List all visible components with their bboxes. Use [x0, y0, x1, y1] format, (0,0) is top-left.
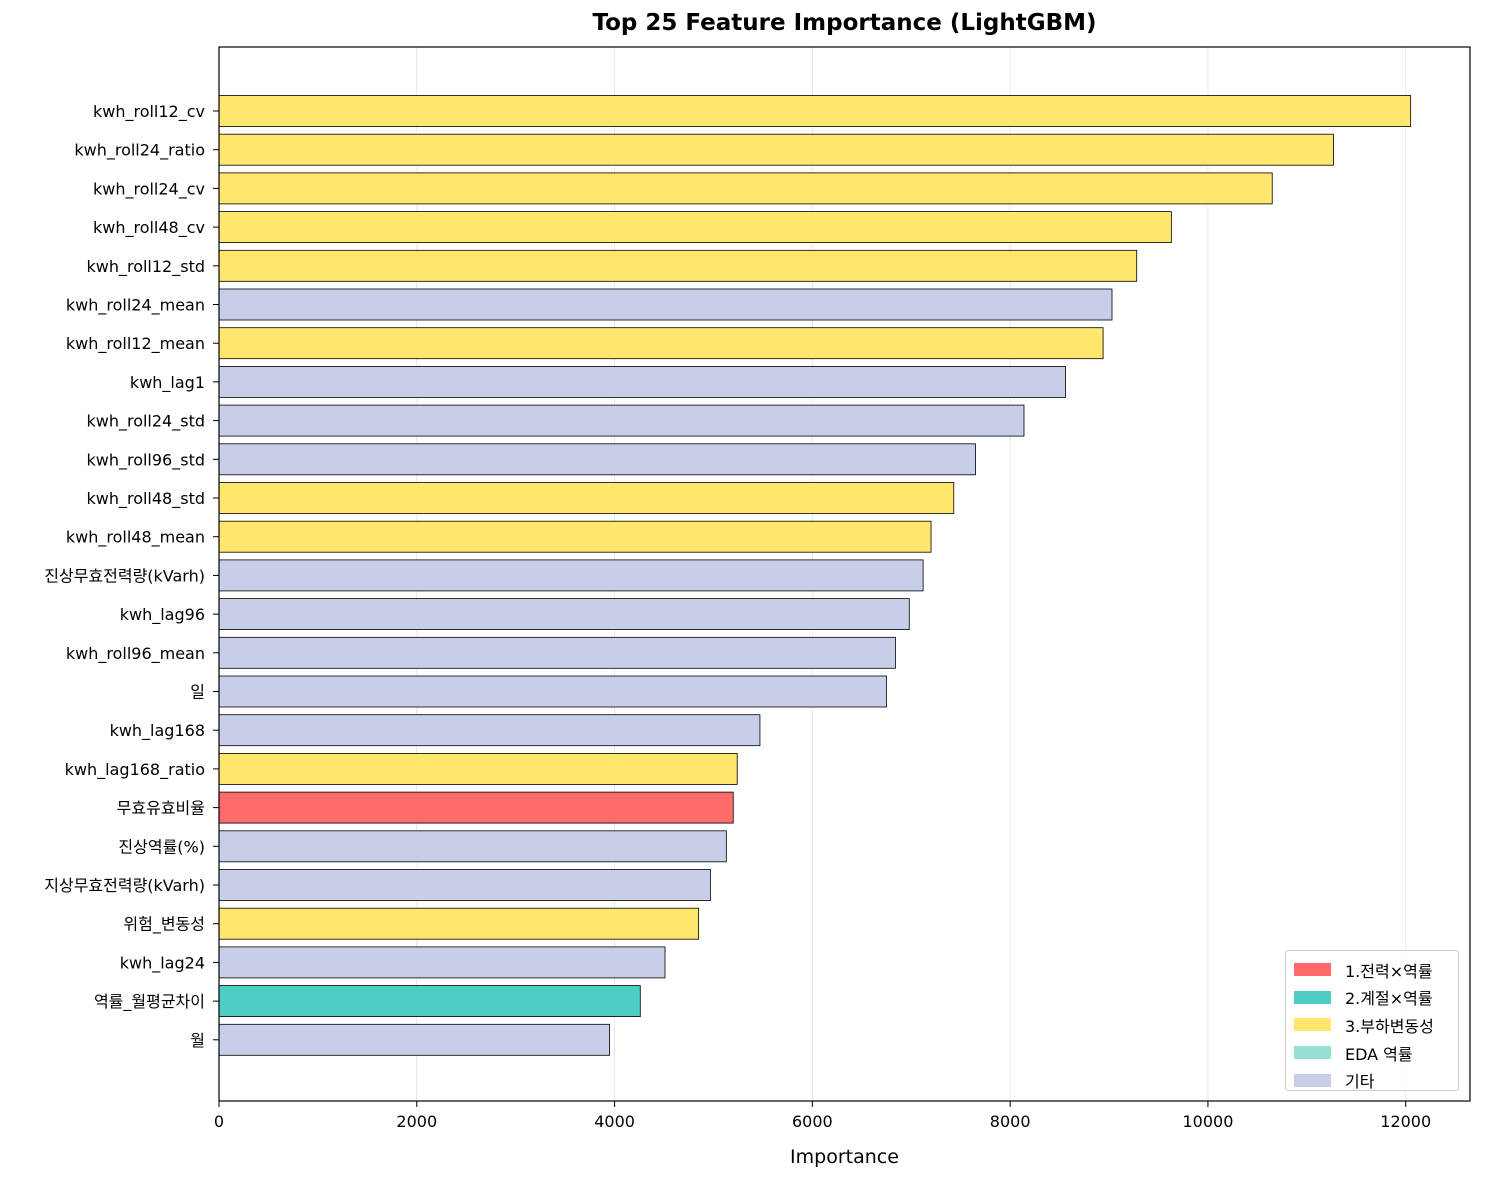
y-tick-label: 진상역률(%)	[118, 837, 205, 856]
y-tick-label: kwh_roll48_cv	[93, 218, 205, 238]
y-tick-label: kwh_roll96_std	[86, 450, 205, 470]
legend-item: 기타	[1294, 1066, 1458, 1094]
x-tick-label: 2000	[396, 1112, 437, 1131]
y-tick-label: 위험_변동성	[123, 915, 205, 935]
bar	[218, 791, 734, 824]
bar	[218, 443, 976, 476]
legend-label: 기타	[1345, 1072, 1375, 1092]
y-tick-label: kwh_lag1	[130, 373, 205, 393]
x-tick-label: 4000	[594, 1112, 635, 1131]
x-tick-label: 12000	[1380, 1112, 1431, 1131]
bar	[218, 365, 1066, 398]
bar	[218, 249, 1138, 282]
legend-swatch	[1294, 990, 1331, 1004]
y-tick-label: kwh_lag24	[120, 953, 205, 973]
legend-item: 1.전력×역률	[1294, 956, 1458, 984]
plot-frame	[218, 46, 1471, 1102]
bar	[218, 675, 887, 708]
y-tick-label: kwh_lag96	[120, 605, 205, 625]
bar	[218, 1023, 611, 1056]
legend-label: 3.부하변동성	[1345, 1016, 1434, 1036]
y-tick-label: 일	[190, 683, 205, 702]
y-tick-label: kwh_roll24_ratio	[74, 141, 205, 161]
legend-label: 2.계절×역률	[1345, 989, 1433, 1009]
legend-swatch	[1294, 1073, 1331, 1087]
bar	[218, 95, 1412, 127]
y-tick-label: kwh_lag168	[110, 721, 205, 741]
y-tick-label: kwh_roll12_cv	[93, 102, 205, 122]
bar	[218, 830, 727, 863]
x-ticks: 0 2000 4000 6000 8000 10000 12000	[214, 1101, 1431, 1131]
bar	[218, 211, 1172, 244]
x-tick-label: 6000	[792, 1112, 833, 1131]
y-tick-label: 지상무효전력량(kVarh)	[44, 876, 205, 895]
bar	[218, 520, 932, 553]
bars	[218, 95, 1412, 1056]
y-tick-label: 진상무효전력량(kVarh)	[44, 566, 205, 585]
legend-swatch	[1294, 1018, 1331, 1032]
legend-label: EDA 역률	[1345, 1044, 1413, 1064]
bar	[218, 714, 761, 747]
legend-swatch	[1294, 963, 1331, 977]
bar	[218, 753, 738, 785]
y-tick-label: kwh_roll96_mean	[66, 644, 205, 664]
y-tick-label: kwh_roll48_mean	[66, 528, 205, 548]
y-tick-label: kwh_roll24_cv	[93, 179, 205, 199]
bar	[218, 133, 1334, 166]
legend-item: 3.부하변동성	[1294, 1011, 1458, 1039]
bar	[218, 404, 1025, 437]
y-tick-label: kwh_roll48_std	[86, 489, 205, 509]
bar	[218, 985, 641, 1017]
y-tick-label: 무효유효비율	[117, 799, 205, 818]
legend-item: 2.계절×역률	[1294, 984, 1458, 1012]
x-tick-label: 10000	[1182, 1112, 1233, 1131]
legend-label: 1.전력×역률	[1345, 961, 1433, 981]
legend-swatch	[1294, 1046, 1331, 1060]
y-tick-label: kwh_roll24_std	[86, 412, 205, 432]
bar	[218, 559, 924, 592]
bar	[218, 907, 700, 940]
bar	[218, 172, 1273, 205]
bar	[218, 946, 666, 979]
bar	[218, 598, 910, 630]
y-tick-label: 역률_월평균차이	[94, 992, 205, 1012]
legend-item: EDA 역률	[1294, 1039, 1458, 1067]
bar	[218, 869, 711, 901]
y-tick-label: kwh_roll12_std	[86, 257, 205, 277]
bar	[218, 636, 896, 669]
chart-title: Top 25 Feature Importance (LightGBM)	[592, 10, 1097, 36]
x-axis-label: Importance	[790, 1146, 899, 1168]
bar	[218, 327, 1104, 360]
y-tick-label: 월	[190, 1031, 205, 1050]
x-tick-label: 0	[214, 1112, 224, 1131]
y-tick-label: kwh_lag168_ratio	[65, 760, 205, 780]
x-tick-label: 8000	[990, 1112, 1031, 1131]
bar	[218, 482, 955, 514]
bar	[218, 288, 1113, 321]
y-tick-labels: kwh_roll12_cv kwh_roll24_ratio kwh_roll24_…	[44, 102, 219, 1050]
y-tick-label: kwh_roll24_mean	[66, 296, 205, 316]
y-tick-label: kwh_roll12_mean	[66, 334, 205, 354]
